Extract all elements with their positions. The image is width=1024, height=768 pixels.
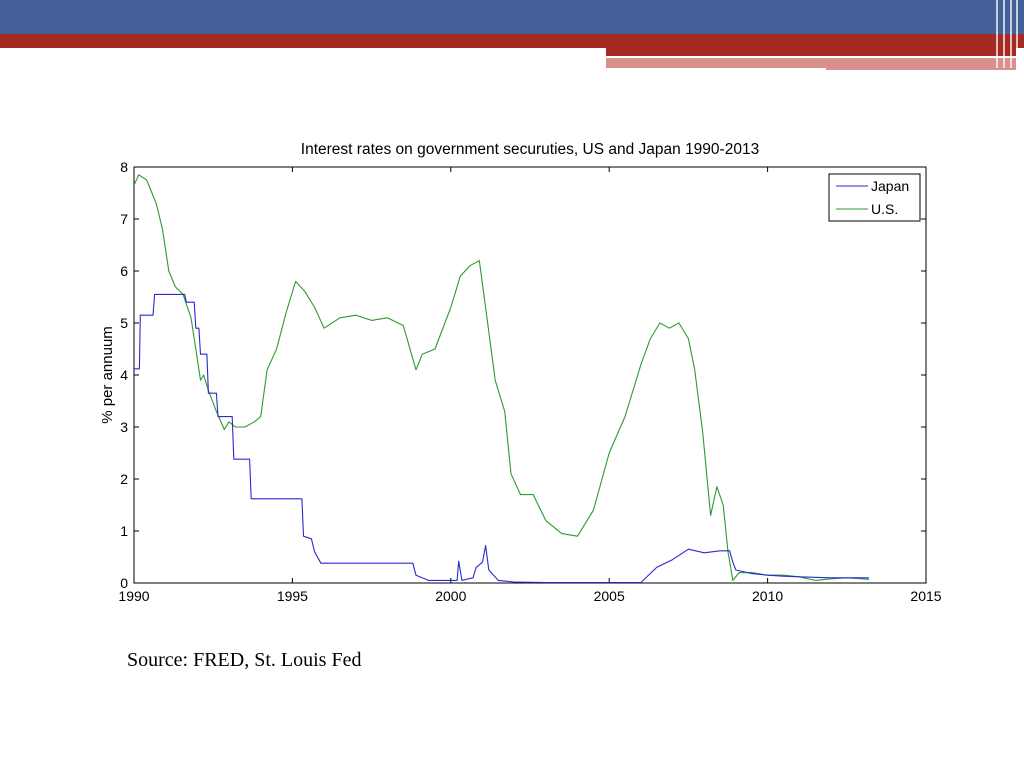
banner-stripe — [1016, 0, 1018, 68]
y-tick-label: 0 — [120, 575, 128, 591]
y-tick-label: 6 — [120, 263, 128, 279]
legend-box — [828, 173, 921, 222]
x-tick-label: 2015 — [910, 588, 941, 604]
x-tick-label: 2000 — [435, 588, 466, 604]
y-tick-label: 7 — [120, 211, 128, 227]
x-tick-label: 2005 — [594, 588, 625, 604]
x-tick-label: 1990 — [118, 588, 149, 604]
banner-pink-thin — [826, 68, 1016, 70]
y-tick-label: 2 — [120, 471, 128, 487]
axis-ticks: 1990 1995 2000 2005 2010 2015 0 1 2 3 4 5 6 7 8 — [118, 159, 941, 604]
x-tick-label: 2010 — [752, 588, 783, 604]
y-tick-label: 4 — [120, 367, 128, 383]
series-line-japan — [134, 293, 869, 584]
series-line-us — [133, 174, 870, 581]
source-note: Source: FRED, St. Louis Fed — [127, 649, 362, 671]
banner-red-extension — [606, 48, 1016, 56]
banner-white-line — [606, 56, 948, 58]
banner-stripe — [1003, 0, 1005, 68]
banner-stripe — [1010, 0, 1012, 68]
banner-stripe — [996, 0, 998, 68]
y-axis-label: % per annuum — [99, 326, 116, 424]
x-tick-label: 1995 — [277, 588, 308, 604]
series-lines — [133, 174, 870, 584]
banner-pink-band — [606, 58, 1016, 68]
y-tick-label: 8 — [120, 159, 128, 175]
y-tick-label: 1 — [120, 523, 128, 539]
y-tick-label: 3 — [120, 419, 128, 435]
banner-blue-band — [0, 0, 1024, 34]
banner-red-band — [0, 34, 1024, 48]
chart-title: Interest rates on government securuties,… — [300, 141, 760, 158]
slide-banner — [0, 0, 1024, 70]
y-tick-label: 5 — [120, 315, 128, 331]
legend-label-japan: Japan — [871, 178, 909, 194]
legend-label-us: U.S. — [871, 201, 898, 217]
legend: Japan U.S. — [828, 173, 921, 222]
plot-area — [133, 166, 927, 584]
